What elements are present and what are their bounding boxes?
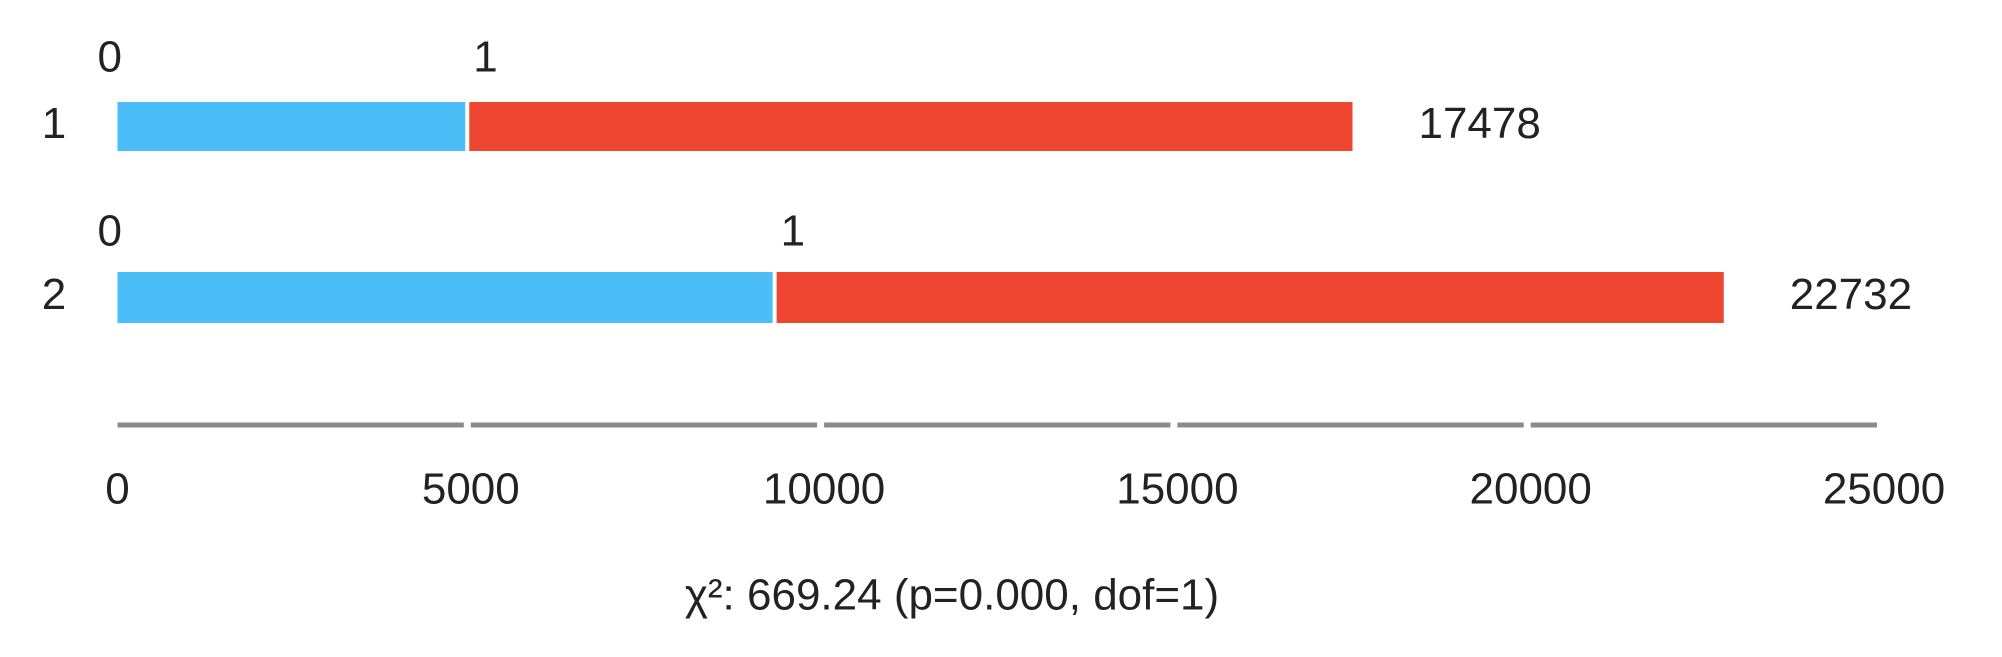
- bar-segment: [117, 102, 466, 151]
- total-label: 17478: [1418, 99, 1540, 148]
- row-label: 2: [42, 270, 66, 319]
- row-label: 1: [42, 99, 66, 148]
- bar-segment: [469, 102, 1353, 151]
- segment-label: 1: [781, 207, 805, 256]
- x-tick-label: 20000: [1470, 465, 1592, 514]
- bar-segment: [117, 272, 773, 323]
- bar-segment: [776, 272, 1724, 323]
- total-label: 22732: [1790, 270, 1912, 319]
- x-tick-label: 0: [105, 465, 129, 514]
- segment-label: 0: [98, 207, 122, 256]
- segment-label: 0: [98, 33, 122, 82]
- x-tick-label: 15000: [1116, 465, 1238, 514]
- segment-label: 1: [473, 33, 497, 82]
- footnote: χ²: 669.24 (p=0.000, dof=1): [685, 571, 1219, 620]
- x-tick-label: 5000: [422, 465, 520, 514]
- x-tick-label: 10000: [763, 465, 885, 514]
- x-tick-label: 25000: [1823, 465, 1945, 514]
